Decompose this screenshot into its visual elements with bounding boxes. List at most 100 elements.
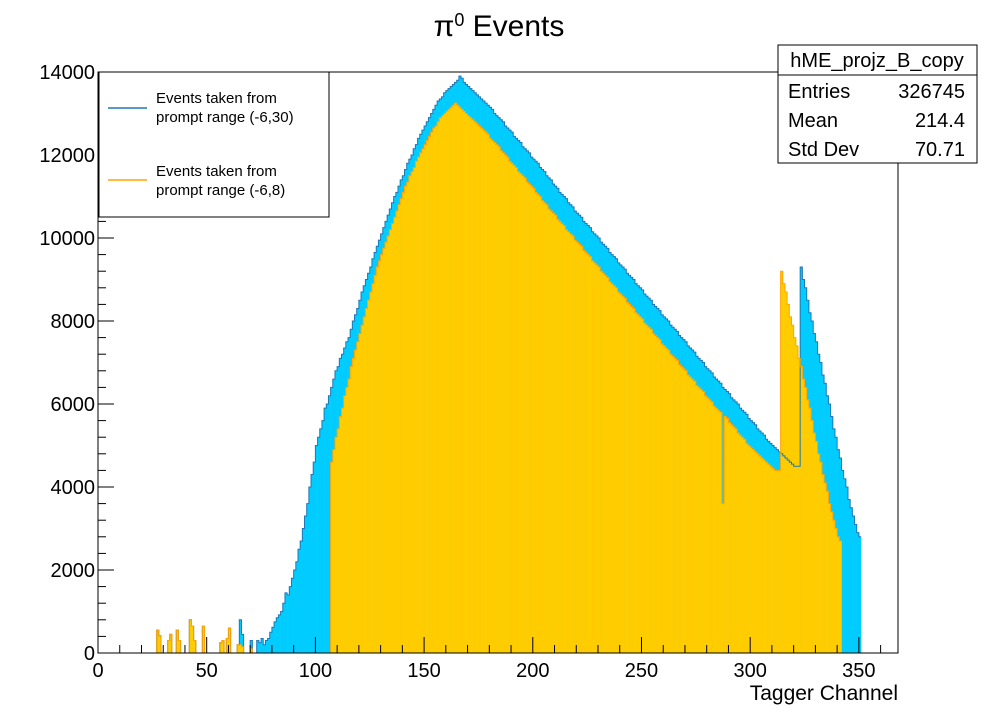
bin-bar (806, 399, 810, 653)
series-1-outline (98, 75, 862, 654)
bin-bar (676, 360, 679, 653)
bin-bar (774, 470, 777, 653)
bin-bar (315, 445, 318, 653)
bin-bar (713, 406, 716, 653)
bin-bar (313, 462, 316, 653)
bin-bar (548, 208, 551, 653)
bin-bar (745, 443, 749, 653)
bin-bar (167, 640, 171, 653)
bin-bar (819, 462, 823, 653)
bin-bar (702, 391, 705, 653)
chart-title: π0 Events (434, 10, 565, 43)
bin-bar (648, 327, 651, 653)
bin-bar (741, 437, 744, 653)
bin-bar (265, 640, 268, 653)
bin-bar (189, 619, 192, 653)
bin-bar (261, 638, 264, 653)
bin-bar (689, 377, 692, 653)
y-tick-label: 10000 (39, 228, 95, 250)
bin-bar (363, 316, 366, 653)
legend-label-series-2-line-2: prompt range (-6,8) (156, 182, 285, 199)
legend-label-series-2-line-1: Events taken from (156, 163, 277, 180)
bin-bar (841, 470, 844, 653)
bin-bar (384, 242, 388, 653)
bin-bar (837, 536, 840, 653)
bin-bar (634, 312, 638, 653)
plot-frame (97, 71, 899, 654)
bin-bar (528, 184, 531, 654)
chart-title-superscript: 0 (454, 10, 464, 30)
bin-bar (782, 283, 786, 653)
chart-title-rest: Events (464, 10, 564, 43)
bin-bar (406, 181, 410, 654)
bin-bar (769, 466, 773, 653)
bin-bar (839, 540, 842, 653)
legend-box (98, 71, 330, 218)
bin-bar (361, 325, 364, 653)
bin-bar (480, 128, 484, 653)
bin-bar (495, 144, 499, 654)
bin-bar (617, 291, 621, 653)
bin-bar (278, 614, 281, 653)
bin-bar (343, 395, 347, 653)
bin-bar (550, 211, 553, 653)
stats-stddev-value: 70.71 (915, 139, 965, 161)
bin-bar (282, 603, 286, 653)
bin-bar (402, 192, 405, 653)
bin-bar (780, 271, 784, 653)
bin-bar (652, 333, 655, 653)
bin-bar (654, 335, 657, 653)
bin-bar (611, 283, 614, 653)
bin-bar (771, 468, 775, 653)
bin-bar (515, 167, 518, 653)
bin-bar (241, 646, 244, 653)
y-tick-label: 2000 (51, 560, 96, 582)
bin-bar (602, 273, 605, 653)
bin-bar (815, 441, 818, 653)
bin-bar (391, 223, 394, 653)
bin-bar (574, 240, 577, 653)
bin-bar (489, 138, 492, 653)
bin-bar (854, 524, 857, 653)
bin-bar (843, 478, 847, 653)
bin-bar (748, 445, 751, 653)
y-tick-label: 4000 (51, 477, 96, 499)
bin-bar (695, 385, 699, 653)
y-tick-label: 12000 (39, 145, 95, 167)
bin-bar (558, 221, 562, 653)
bin-bar (321, 420, 325, 653)
bin-bar (567, 231, 571, 653)
bin-bar (595, 264, 599, 653)
bin-bar (454, 103, 457, 654)
bin-bar (778, 470, 781, 653)
bin-bar (387, 235, 390, 653)
bin-bar (539, 196, 542, 653)
bin-bar (543, 202, 547, 653)
bin-bar (411, 171, 414, 653)
bin-bar (734, 428, 738, 653)
bin-bar (250, 648, 253, 653)
bin-bar (498, 146, 501, 653)
bin-bar (398, 204, 401, 654)
x-tick-label: 150 (407, 660, 440, 682)
y-tick-label: 14000 (39, 62, 95, 84)
bin-bar (193, 640, 197, 653)
bin-bar (619, 294, 623, 653)
bin-bar (237, 644, 240, 653)
stats-entries-label: Entries (788, 81, 850, 103)
bin-bar (824, 482, 827, 653)
bin-bar (687, 374, 690, 653)
bin-bar (739, 435, 742, 654)
bin-bar (789, 316, 792, 653)
bin-bar (513, 165, 516, 654)
bin-bar (371, 283, 375, 653)
bin-bar (858, 536, 862, 653)
bin-bar (850, 507, 853, 653)
bin-bar (798, 358, 801, 653)
bin-bar (787, 304, 790, 653)
bin-bar (408, 175, 412, 653)
bin-bar (341, 408, 344, 653)
x-tick-label: 0 (92, 660, 103, 682)
bin-bar (519, 173, 523, 653)
